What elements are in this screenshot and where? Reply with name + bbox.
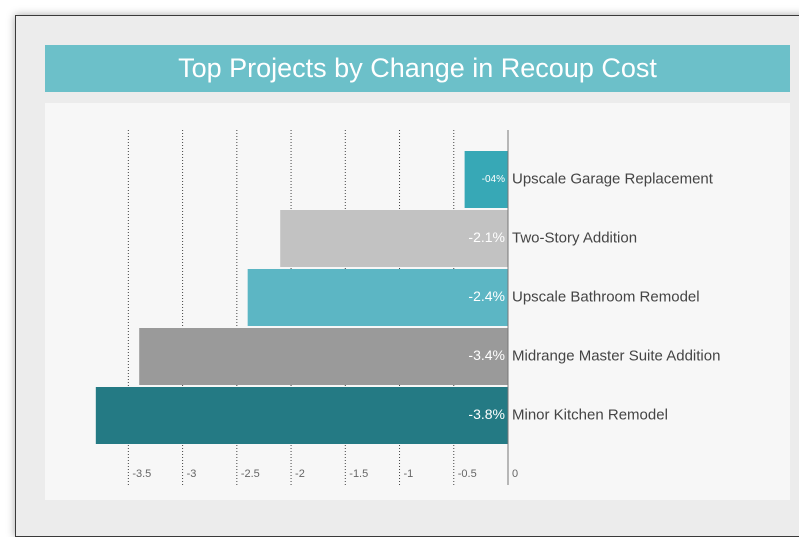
chart: -3.5 -3 -2.5 -2 -1.5 -1 -0.5 0 -04% Upscale Garag…: [45, 103, 790, 500]
category-label: Upscale Bathroom Remodel: [512, 288, 700, 305]
value-label: -3.8%: [468, 406, 505, 422]
value-label: -2.1%: [468, 229, 505, 245]
plot: -3.5 -3 -2.5 -2 -1.5 -1 -0.5 0 -04% Upscale Garag…: [95, 130, 720, 485]
bar: [464, 151, 508, 208]
value-label: -3.4%: [468, 347, 505, 363]
x-tick-label: -1.5: [349, 468, 368, 480]
x-tick-label: 0: [512, 468, 518, 480]
x-tick-label: -0.5: [458, 468, 477, 480]
x-tick-label: -3.5: [132, 468, 151, 480]
category-label: Midrange Master Suite Addition: [512, 347, 720, 364]
page: {"chart_data": {"type": "bar", "orientat…: [15, 15, 799, 537]
category-label: Two-Story Addition: [512, 229, 637, 246]
x-tick-label: -2: [295, 468, 305, 480]
bar: [139, 328, 508, 385]
value-label: -2.4%: [468, 288, 505, 304]
bar: [95, 387, 508, 444]
category-label: Upscale Garage Replacement: [512, 170, 714, 187]
bar: [247, 269, 508, 326]
value-label: -04%: [482, 174, 505, 185]
x-tick-label: -3: [187, 468, 197, 480]
bar: [280, 210, 508, 267]
chart-title: Top Projects by Change in Recoup Cost: [45, 45, 790, 92]
x-tick-label: -2.5: [241, 468, 260, 480]
category-label: Minor Kitchen Remodel: [512, 406, 668, 423]
x-tick-label: -1: [404, 468, 414, 480]
